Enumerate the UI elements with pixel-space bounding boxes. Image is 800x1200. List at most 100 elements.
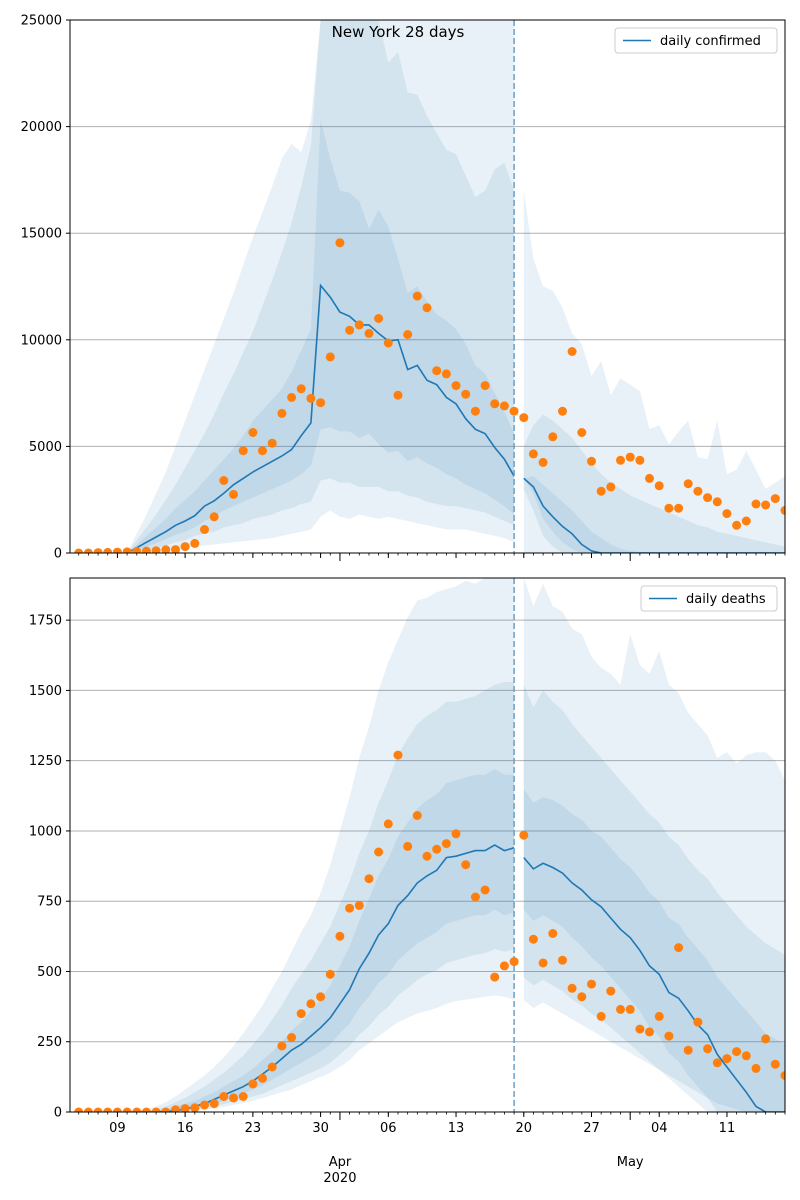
data-point: [441, 369, 451, 379]
legend-label: daily confirmed: [660, 34, 761, 49]
data-point: [577, 992, 587, 1002]
data-point: [567, 983, 577, 993]
y-tick-label: 20000: [21, 120, 62, 135]
data-point: [548, 929, 558, 938]
x-tick-label: 27: [583, 1121, 600, 1136]
y-tick-label: 0: [54, 547, 62, 562]
fit-band-90: [127, 682, 515, 1112]
data-point: [693, 1017, 703, 1027]
x-tick-label: 11: [719, 1121, 736, 1136]
data-point: [412, 811, 422, 820]
data-point: [219, 1092, 229, 1101]
y-tick-label: 1750: [29, 614, 62, 629]
data-point: [93, 548, 103, 553]
data-point: [132, 547, 142, 553]
data-point: [509, 406, 519, 416]
data-point: [141, 1107, 151, 1112]
data-point: [287, 1033, 297, 1042]
x-tick-label: 30: [312, 1121, 329, 1136]
data-point: [238, 446, 248, 456]
legend-label: daily deaths: [686, 592, 766, 607]
data-point: [461, 860, 471, 870]
data-point: [712, 497, 722, 507]
data-point: [93, 1107, 103, 1112]
data-point: [345, 325, 355, 335]
data-point: [538, 958, 548, 968]
data-point: [200, 1100, 209, 1110]
data-point: [403, 841, 413, 851]
data-point: [528, 449, 538, 459]
data-point: [229, 489, 238, 499]
forecast-band-98: [523, 578, 785, 1112]
data-point: [654, 481, 664, 491]
data-point: [732, 520, 742, 530]
deaths-panel: 0 250 500 750 1000 1250 1500 1750 daily deaths: [29, 577, 786, 1121]
data-point: [519, 830, 529, 840]
data-point: [606, 482, 616, 492]
forecast-band-50: [523, 788, 785, 1112]
data-point: [664, 1031, 674, 1041]
x-tick-label: 16: [177, 1121, 194, 1136]
data-point: [345, 903, 355, 913]
data-point: [751, 499, 761, 509]
data-point: [703, 493, 713, 503]
data-point: [190, 1103, 200, 1112]
data-point: [538, 457, 548, 467]
x-tick-label: 23: [245, 1121, 262, 1136]
data-point: [151, 546, 161, 553]
data-point: [393, 390, 403, 400]
data-point: [296, 384, 306, 394]
data-point: [741, 1051, 751, 1061]
data-point: [722, 509, 732, 519]
data-point: [103, 1107, 113, 1112]
forecast-line: [523, 477, 785, 553]
data-point: [645, 1027, 654, 1037]
forecast-line: [523, 857, 785, 1112]
data-point: [490, 399, 500, 409]
data-point: [132, 1107, 142, 1112]
data-point: [258, 446, 267, 456]
data-point: [461, 389, 471, 399]
data-point: [141, 546, 151, 553]
data-point: [248, 428, 258, 437]
x-year-label: 2020: [323, 1171, 356, 1186]
data-point: [364, 328, 374, 338]
x-tick-label: 09: [109, 1121, 126, 1136]
x-month-label: Apr: [329, 1155, 352, 1170]
data-point: [596, 1011, 606, 1021]
data-point: [83, 1107, 93, 1112]
data-point: [761, 1034, 771, 1044]
data-point: [558, 406, 567, 416]
data-point: [209, 1099, 219, 1109]
data-point: [383, 338, 393, 348]
data-point: [306, 999, 316, 1009]
data-point: [635, 455, 645, 465]
forecast-band-90: [523, 684, 785, 1112]
data-point: [664, 503, 674, 513]
data-point: [451, 381, 461, 391]
data-point: [335, 931, 345, 941]
data-point: [335, 238, 345, 248]
data-point: [732, 1047, 742, 1057]
data-point: [625, 1004, 635, 1014]
data-point: [770, 494, 780, 504]
data-point: [548, 432, 558, 442]
y-tick-label: 15000: [21, 227, 62, 242]
data-point: [770, 1059, 780, 1069]
data-point: [306, 393, 316, 403]
data-point: [171, 545, 180, 553]
y-tick-label: 25000: [21, 14, 62, 29]
data-point: [354, 320, 364, 330]
data-point: [509, 957, 519, 967]
data-point: [674, 943, 684, 953]
fit-line: [126, 283, 515, 553]
data-point: [200, 525, 209, 534]
legend-box: [614, 27, 778, 54]
data-point: [229, 1093, 238, 1103]
data-point: [171, 1105, 180, 1112]
y-tick-label: 1500: [29, 684, 62, 699]
data-point: [393, 750, 403, 760]
data-point: [596, 486, 606, 496]
y-tick-label: 250: [37, 1035, 62, 1050]
data-point: [558, 955, 567, 965]
